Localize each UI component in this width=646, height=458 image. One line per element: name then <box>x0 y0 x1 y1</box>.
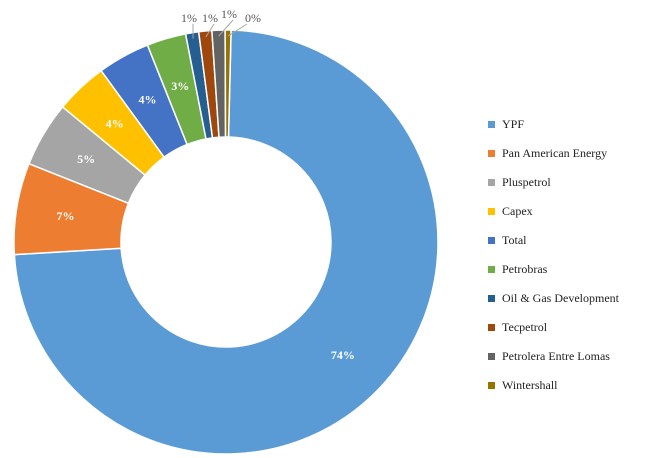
legend-swatch <box>488 266 495 273</box>
chart-leader-lines <box>192 19 248 39</box>
data-label-petrobras: 3% <box>171 79 189 93</box>
legend-swatch <box>488 179 495 186</box>
legend-label: Wintershall <box>502 378 558 392</box>
legend-item-pluspetrol: Pluspetrol <box>488 168 646 197</box>
data-label-pan-american-energy: 7% <box>57 209 75 223</box>
legend-item-capex: Capex <box>488 197 646 226</box>
data-label-ypf: 74% <box>331 348 355 362</box>
legend-swatch <box>488 208 495 215</box>
legend-item-tecpetrol: Tecpetrol <box>488 313 646 342</box>
legend-swatch <box>488 324 495 331</box>
leader-line-petrolera-entre-lomas <box>218 19 234 37</box>
data-label-capex: 4% <box>106 117 124 131</box>
slice-ypf <box>13 29 439 455</box>
chart-slices <box>13 29 439 455</box>
leader-line-wintershall <box>227 23 248 37</box>
legend-swatch <box>488 295 495 302</box>
legend-label: Petrolera Entre Lomas <box>502 349 610 363</box>
legend-item-petrolera-entre-lomas: Petrolera Entre Lomas <box>488 342 646 371</box>
leader-line-tecpetrol <box>205 23 215 38</box>
legend-item-wintershall: Wintershall <box>488 371 646 400</box>
legend-swatch <box>488 150 495 157</box>
data-label-pluspetrol: 5% <box>77 152 95 166</box>
data-label-petrolera-entre-lomas: 1% <box>221 7 237 21</box>
legend-swatch <box>488 237 495 244</box>
legend-label: Pluspetrol <box>502 175 551 189</box>
data-label-total: 4% <box>138 93 156 107</box>
legend-label: Pan American Energy <box>502 146 608 160</box>
legend-item-petrobras: Petrobras <box>488 255 646 284</box>
legend-item-ypf: YPF <box>488 110 646 139</box>
legend-label: Tecpetrol <box>502 320 548 334</box>
legend-label: Total <box>502 233 527 247</box>
legend-label: Petrobras <box>502 262 548 276</box>
legend-label: Oil & Gas Development <box>502 291 619 305</box>
legend-label: Capex <box>502 204 533 218</box>
slice-wintershall <box>224 29 232 138</box>
legend-swatch <box>488 121 495 128</box>
chart-data-labels: 74%7%5%4%4%3%1% 1% 1% 0% <box>57 7 355 362</box>
legend-item-pan-american-energy: Pan American Energy <box>488 139 646 168</box>
data-label-oil-gas-development: 1% <box>181 11 197 25</box>
legend-label: YPF <box>502 117 525 131</box>
data-label-tecpetrol: 1% <box>202 11 218 25</box>
chart-legend: YPF Pan American Energy Pluspetrol Capex Tot… <box>488 110 646 400</box>
data-label-wintershall: 0% <box>245 11 261 25</box>
legend-swatch <box>488 382 495 389</box>
legend-swatch <box>488 353 495 360</box>
legend-item-oil-gas-development: Oil & Gas Development <box>488 284 646 313</box>
legend-item-total: Total <box>488 226 646 255</box>
